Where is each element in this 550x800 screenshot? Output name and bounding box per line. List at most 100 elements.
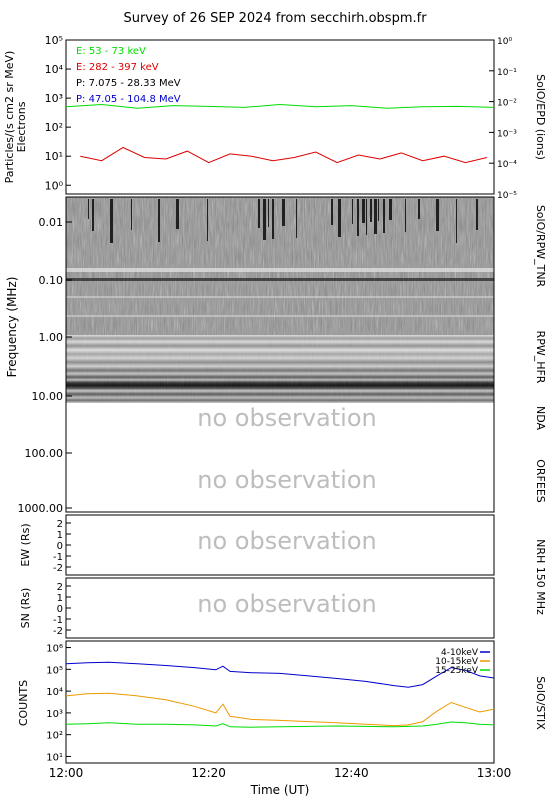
tnr-burst	[370, 199, 372, 222]
tnr-burst	[366, 199, 367, 235]
page-title: Survey of 26 SEP 2024 from secchirh.obsp…	[123, 11, 427, 26]
stix-ytick-label: 10⁵	[46, 665, 63, 676]
no-observation-ew: no observation	[197, 527, 376, 555]
nrh-ytick-label: 2	[57, 519, 63, 530]
stix-legend: 4-10keV 10-15keV 15-25keV	[435, 648, 490, 676]
x-tick-label: 12:40	[334, 766, 369, 780]
epd-series-0	[65, 103, 495, 109]
tnr-burst	[282, 199, 285, 226]
freq-ytick-label: 1000.00	[18, 502, 64, 515]
tnr-burst	[456, 199, 457, 243]
epd-ytick-label: 10⁵	[45, 34, 63, 47]
nrh-ytick-label: -2	[53, 563, 63, 574]
x-tick-label: 12:20	[191, 766, 226, 780]
label-nda: NDA	[534, 406, 547, 431]
stix-legend-0: 4-10keV	[441, 648, 479, 658]
tnr-burst	[110, 199, 113, 243]
x-tick-label: 13:00	[477, 766, 512, 780]
frequency-panel: no observation no observation 0.01 0.10 1.…	[5, 196, 547, 515]
nrh-ytick-label: 0	[57, 604, 63, 615]
tnr-burst	[405, 199, 406, 232]
stix-ytick-label: 10²	[46, 731, 63, 742]
freq-ytick-label: 100.00	[25, 447, 64, 460]
frequency-frame	[65, 196, 495, 513]
epd-rtick-label: 10⁻⁴	[497, 160, 517, 170]
epd-legend-1: E: 282 - 397 keV	[76, 62, 159, 73]
nrh-ew-ylabel: EW (Rs)	[19, 523, 32, 566]
tnr-burst	[374, 199, 377, 234]
tnr-spectrogram	[66, 197, 494, 335]
nrh-ns-ylabel: SN (Rs)	[19, 588, 32, 629]
stix-frame	[65, 640, 495, 764]
stix-legend-2: 15-25keV	[435, 666, 479, 676]
stix-legend-1: 10-15keV	[435, 657, 479, 667]
nrh-ns-panel: no observation 210-1-2 SN (Rs)	[19, 577, 495, 639]
stix-ytick-label: 10¹	[46, 752, 63, 763]
stix-ytick-label: 10⁴	[46, 687, 63, 698]
hfr-spectrogram	[66, 335, 494, 403]
epd-ytick-label: 10²	[45, 121, 63, 134]
tnr-burst	[131, 199, 132, 230]
nrh-ytick-label: 1	[57, 530, 63, 541]
frequency-ylabel: Frequency (MHz)	[5, 277, 19, 378]
freq-ytick-label: 0.10	[39, 274, 64, 287]
epd-right-label: SolO/EPD (ions)	[534, 74, 547, 160]
tnr-burst	[338, 199, 341, 237]
nrh-ytick-label: 0	[57, 541, 63, 552]
tnr-burst	[263, 199, 266, 240]
epd-ylabel: Particles/(s cm2 sr MeV)	[3, 51, 16, 184]
stix-panel: 10¹ 10² 10³ 10⁴ 10⁵ 10⁶ 4-10keV 10-15keV 15-2…	[17, 640, 547, 764]
epd-legend-0: E: 53 - 73 keV	[76, 46, 146, 57]
epd-legend-2: P: 7.075 - 28.33 MeV	[76, 78, 181, 89]
x-axis-label: Time (UT)	[250, 783, 310, 797]
tnr-burst	[476, 199, 478, 230]
tnr-burst	[268, 199, 269, 227]
tnr-burst	[207, 199, 208, 241]
freq-ytick-label: 10.00	[32, 390, 64, 403]
freq-ytick-label: 0.01	[39, 216, 64, 229]
epd-panel: 10⁰ 10¹ 10² 10³ 10⁴ 10⁵ 10⁻⁵ 10⁻⁴ 10⁻³ 10⁻² 10⁻¹ 10…	[3, 34, 547, 201]
stix-series-2	[65, 721, 495, 728]
epd-frame	[65, 39, 495, 195]
epd-rtick-label: 10⁻³	[497, 129, 517, 139]
nrh-ytick-label: -1	[53, 615, 63, 626]
tnr-burst	[331, 199, 333, 225]
stix-ytick-label: 10⁶	[46, 644, 63, 655]
stix-series-0	[65, 661, 495, 688]
tnr-burst	[418, 199, 420, 219]
no-observation-nda: no observation	[197, 404, 376, 432]
epd-rtick-label: 10⁻¹	[497, 68, 517, 78]
epd-legend-3: P: 47.05 - 104.8 MeV	[76, 94, 181, 105]
epd-ytick-label: 10¹	[45, 150, 63, 163]
x-tick-label: 12:00	[49, 766, 84, 780]
tnr-burst	[158, 199, 160, 242]
stix-ylabel: COUNTS	[17, 680, 30, 726]
tnr-burst	[389, 199, 392, 220]
epd-ytick-label: 10⁰	[45, 179, 64, 192]
stix-right-label: SolO/STIX	[534, 676, 547, 730]
tnr-burst	[362, 199, 365, 223]
tnr-burst	[357, 199, 359, 236]
tnr-burst	[383, 199, 385, 233]
tnr-burst	[296, 199, 297, 238]
epd-rtick-label: 10⁰	[497, 37, 512, 47]
tnr-burst	[258, 199, 260, 228]
nrh-ns-frame	[65, 577, 495, 639]
tnr-burst	[176, 199, 179, 229]
nrh-ytick-label: -1	[53, 552, 63, 563]
label-tnr: SolO/RPW_TNR	[534, 205, 547, 288]
epd-series-1	[80, 146, 488, 164]
epd-ytick-label: 10⁴	[45, 63, 64, 76]
tnr-burst	[92, 199, 94, 231]
no-observation-orfees: no observation	[197, 466, 376, 494]
stix-ytick-label: 10³	[46, 709, 63, 720]
tnr-burst	[88, 199, 89, 219]
nrh-ytick-label: 1	[57, 593, 63, 604]
tnr-burst	[378, 199, 379, 221]
label-hfr: RPW_HFR	[534, 331, 547, 384]
tnr-burst	[272, 199, 274, 239]
label-orfees: ORFEES	[534, 459, 547, 503]
nrh-ytick-label: -2	[53, 626, 63, 637]
no-observation-ns: no observation	[197, 590, 376, 618]
